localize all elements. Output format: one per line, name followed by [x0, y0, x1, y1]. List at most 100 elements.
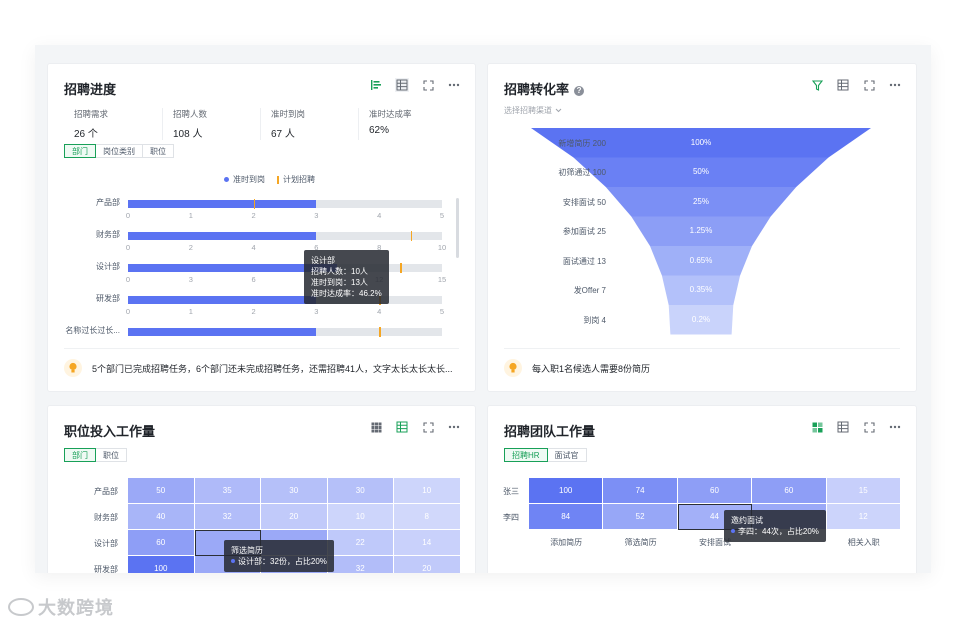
heatmap-cell[interactable]: 100: [529, 478, 604, 504]
logo-icon: [8, 598, 34, 616]
more-icon[interactable]: [447, 78, 461, 92]
more-icon[interactable]: [888, 78, 902, 92]
stat-label: 准时到岗: [271, 109, 306, 119]
tab-interviewer[interactable]: 面试官: [547, 448, 587, 462]
tab-department[interactable]: 部门: [64, 144, 96, 158]
heatmap-cell[interactable]: 84: [529, 504, 604, 530]
help-icon[interactable]: ?: [574, 86, 585, 96]
tooltip-title: 设计部: [311, 256, 335, 265]
heatmap-cell[interactable]: 60: [677, 478, 753, 504]
heatmap-cell[interactable]: 50: [128, 478, 195, 504]
funnel-stage-label: 安排面试 50: [562, 197, 606, 207]
tab-position[interactable]: 职位: [143, 144, 174, 158]
heatmap-cell[interactable]: 60: [752, 478, 827, 504]
tick-label: 3: [314, 307, 319, 316]
stat-label: 招聘需求: [74, 109, 109, 119]
legend-actual: 准时到岗: [224, 174, 265, 185]
more-icon[interactable]: [447, 420, 461, 434]
funnel-stage-label: 发Offer 7: [573, 286, 606, 296]
stat-value: 67 人: [271, 129, 295, 140]
heatmap-cell[interactable]: 60: [128, 530, 195, 556]
tick-label: 0: [125, 307, 131, 316]
scrollbar[interactable]: [456, 198, 459, 258]
funnel-stage[interactable]: [661, 275, 741, 306]
fullscreen-icon[interactable]: [862, 420, 876, 434]
tick-label: 6: [251, 275, 256, 284]
team-workload-card: 招聘团队工作量 招聘HR 面试官 张三 李四 添加简历 筛选简历 安排面试 相关入职 10…: [487, 405, 917, 573]
heatmap-cell[interactable]: 15: [826, 478, 901, 504]
tab-position[interactable]: 职位: [96, 448, 127, 462]
channel-select[interactable]: 选择招聘渠道: [504, 105, 562, 116]
heatmap-cell[interactable]: 40: [128, 504, 195, 530]
heatmap-icon[interactable]: [369, 420, 383, 434]
heatmap-cell[interactable]: 74: [603, 478, 678, 504]
funnel-stage[interactable]: [573, 157, 829, 188]
heatmap-icon[interactable]: [810, 420, 824, 434]
heatmap-cell[interactable]: 30: [261, 478, 328, 504]
heatmap-cell[interactable]: 100: [128, 556, 195, 573]
funnel-icon[interactable]: [810, 78, 824, 92]
funnel-stage[interactable]: [531, 128, 871, 158]
heatmap-cell[interactable]: 10: [394, 478, 461, 504]
stat-label: 招聘人数: [173, 109, 208, 119]
funnel-stage[interactable]: [605, 187, 797, 217]
row-label: 财务部: [96, 230, 120, 239]
tick-label: 2: [251, 307, 256, 316]
heatmap-cell[interactable]: 52: [603, 504, 678, 530]
card-toolbar: [810, 78, 902, 92]
heatmap-col-label: 相关入职: [847, 538, 880, 547]
tab-recruiter[interactable]: 招聘HR: [504, 448, 548, 462]
funnel-stage[interactable]: [668, 305, 734, 335]
tab-department[interactable]: 部门: [64, 448, 96, 462]
legend-actual-label: 准时到岗: [233, 175, 265, 184]
tick-label: 3: [188, 275, 193, 284]
tooltip-line: 设计部：32份，占比20%: [231, 556, 327, 567]
fullscreen-icon[interactable]: [862, 78, 876, 92]
table-icon[interactable]: [836, 78, 850, 92]
heatmap-cell[interactable]: 14: [394, 530, 461, 556]
heatmap-cell[interactable]: 22: [327, 530, 394, 556]
heatmap-row-label: 产品部: [94, 487, 118, 496]
legend-line-icon: [277, 175, 279, 184]
funnel-chart: 新增简历 200 100% 初筛通过 100 50% 安排面试 50 25% 参加面试 25…: [488, 128, 916, 338]
heatmap-cell[interactable]: 20: [394, 556, 461, 573]
legend-plan: 计划招聘: [277, 174, 315, 185]
heatmap-cell[interactable]: 32: [327, 556, 394, 573]
heatmap-cell[interactable]: 10: [327, 504, 394, 530]
funnel-stage-pct: 1.25%: [689, 226, 713, 236]
bar-chart-icon[interactable]: [369, 78, 383, 92]
fullscreen-icon[interactable]: [421, 78, 435, 92]
funnel-stage-label: 到岗 4: [583, 315, 606, 325]
tab-job-category[interactable]: 岗位类别: [96, 144, 143, 158]
table-icon[interactable]: [395, 78, 409, 92]
row-label: 研发部: [96, 294, 120, 303]
heatmap-cell[interactable]: 35: [194, 478, 261, 504]
heatmap-cell[interactable]: 12: [826, 504, 901, 530]
tick-label: 3: [314, 211, 319, 220]
funnel-stage[interactable]: [650, 246, 752, 276]
heatmap-col-label: 安排面试: [698, 538, 731, 547]
heatmap-cell[interactable]: 32: [194, 504, 261, 530]
chevron-down-icon: [555, 106, 562, 115]
more-icon[interactable]: [888, 420, 902, 434]
tick-label: 10: [437, 243, 447, 252]
funnel-stage-pct: 25%: [692, 196, 709, 206]
heatmap-cell[interactable]: 30: [327, 478, 394, 504]
fullscreen-icon[interactable]: [421, 420, 435, 434]
table-icon[interactable]: [836, 420, 850, 434]
funnel-stage-pct: 0.2%: [691, 314, 711, 324]
funnel-stage-pct: 0.65%: [689, 255, 713, 265]
funnel-stage[interactable]: [631, 216, 771, 247]
insight-bar: 每入职1名候选人需要8份简历: [504, 359, 650, 377]
card-toolbar: [369, 420, 461, 434]
tick-label: 6: [314, 243, 319, 252]
bar-actual: [128, 200, 317, 208]
tick-label: 5: [439, 307, 445, 316]
insight-text: 每入职1名候选人需要8份简历: [532, 363, 651, 374]
funnel-stage-pct: 0.35%: [689, 285, 713, 295]
bar-plan-marker: [400, 263, 402, 273]
table-icon[interactable]: [395, 420, 409, 434]
heatmap-cell[interactable]: 8: [394, 504, 461, 530]
heatmap-cell[interactable]: 20: [261, 504, 328, 530]
funnel-stage-label: 新增简历 200: [558, 138, 606, 148]
